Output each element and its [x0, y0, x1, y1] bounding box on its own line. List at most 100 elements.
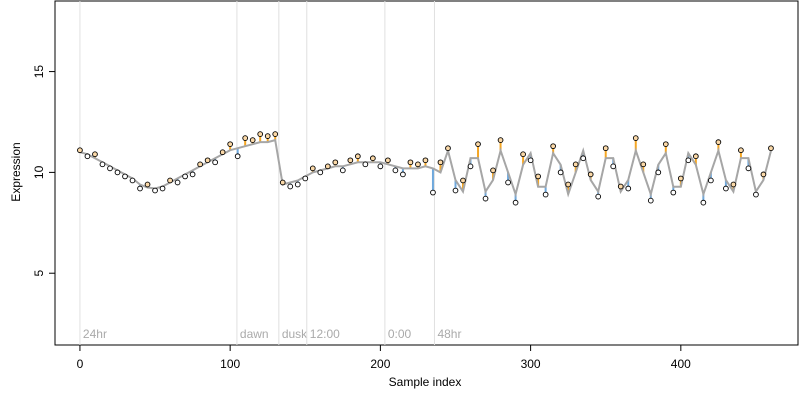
data-point	[339, 167, 346, 174]
data-point	[84, 153, 91, 160]
data-point	[572, 161, 579, 168]
event-label: dawn	[240, 327, 269, 341]
data-point	[490, 167, 496, 174]
data-point	[610, 163, 617, 170]
data-point	[309, 165, 316, 172]
data-point	[520, 151, 526, 158]
data-point	[505, 179, 511, 186]
data-point	[234, 153, 241, 160]
data-point	[692, 153, 699, 160]
data-point	[249, 137, 256, 143]
data-point	[227, 141, 234, 148]
data-point	[377, 163, 384, 170]
data-point	[279, 179, 286, 186]
y-tick-label: 5	[32, 270, 46, 277]
data-point	[738, 147, 744, 154]
data-point	[114, 169, 121, 176]
data-point	[415, 161, 421, 168]
data-point	[542, 191, 549, 198]
data-point	[422, 157, 429, 164]
event-label: dusk	[282, 327, 308, 341]
y-tick-label: 10	[32, 165, 46, 179]
data-point	[437, 159, 444, 166]
data-point	[708, 177, 714, 184]
x-tick-label: 100	[220, 357, 240, 371]
data-point	[753, 191, 759, 198]
event-label: 12:00	[310, 327, 340, 341]
data-point	[557, 169, 564, 176]
data-point	[445, 145, 451, 152]
data-point	[197, 161, 203, 168]
data-point	[550, 143, 556, 150]
y-axis-label: Expression	[9, 142, 23, 201]
event-label: 0:00	[388, 327, 412, 341]
data-point	[602, 145, 609, 152]
fit-line	[79, 138, 772, 198]
event-label: 24hr	[83, 327, 107, 341]
data-point	[370, 155, 376, 162]
data-point	[512, 199, 519, 206]
data-point	[287, 183, 294, 190]
data-point	[482, 195, 489, 202]
data-point	[294, 181, 301, 188]
data-point	[272, 131, 279, 137]
data-point	[317, 169, 324, 176]
data-point	[647, 197, 654, 204]
data-point	[354, 153, 361, 160]
data-point	[92, 151, 98, 158]
data-point	[745, 165, 752, 172]
data-point	[204, 157, 211, 164]
data-point	[257, 131, 264, 137]
data-point	[632, 135, 639, 141]
data-point	[362, 161, 369, 168]
x-tick-label: 0	[77, 357, 84, 371]
data-point	[467, 163, 474, 170]
x-tick-label: 200	[370, 357, 390, 371]
data-point	[242, 135, 249, 141]
data-point	[527, 157, 534, 164]
data-point	[460, 177, 466, 184]
data-point	[715, 139, 722, 145]
data-point	[760, 171, 767, 178]
data-point	[129, 177, 136, 184]
data-point	[407, 159, 414, 166]
data-point	[595, 193, 602, 200]
data-point	[264, 133, 271, 139]
data-point	[475, 141, 481, 148]
x-axis-label: Sample index	[389, 375, 462, 389]
data-point	[332, 159, 339, 166]
data-point	[730, 181, 737, 188]
data-point	[174, 179, 181, 186]
data-point	[452, 187, 459, 194]
data-point	[219, 149, 226, 156]
data-point	[723, 185, 729, 192]
data-point	[392, 167, 399, 174]
data-point	[212, 159, 218, 166]
event-label: 48hr	[437, 327, 461, 341]
data-point	[385, 157, 391, 164]
data-point	[685, 157, 692, 164]
data-point	[159, 185, 166, 192]
data-point	[768, 145, 774, 152]
data-point	[152, 187, 158, 194]
data-point	[700, 199, 707, 206]
data-point	[535, 173, 541, 180]
data-point	[189, 171, 196, 178]
data-point	[144, 181, 151, 188]
data-point	[497, 137, 504, 143]
data-point	[640, 161, 647, 168]
y-tick-label: 15	[32, 65, 46, 79]
data-point	[324, 163, 331, 170]
data-point	[662, 141, 669, 148]
x-tick-label: 300	[521, 357, 541, 371]
data-point	[625, 185, 632, 192]
data-point	[430, 189, 436, 196]
data-point	[107, 165, 113, 172]
plot-frame	[54, 0, 799, 346]
data-point	[122, 173, 128, 180]
data-point	[565, 181, 572, 188]
data-point	[137, 185, 143, 192]
data-point	[617, 183, 624, 190]
data-point	[587, 171, 594, 178]
